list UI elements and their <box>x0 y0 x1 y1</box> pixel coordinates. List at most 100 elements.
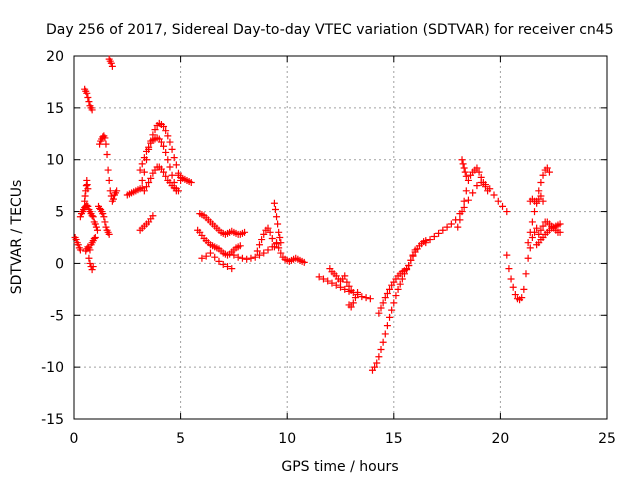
data-point <box>72 236 80 244</box>
data-point <box>345 282 353 290</box>
data-point <box>108 62 116 70</box>
data-point <box>462 172 470 180</box>
data-point <box>526 244 534 252</box>
data-point <box>343 278 351 286</box>
data-point <box>411 246 419 254</box>
y-tick-label: -5 <box>50 308 64 324</box>
data-point <box>99 210 107 218</box>
data-point <box>435 229 443 237</box>
data-point <box>136 166 144 174</box>
data-point <box>473 182 481 190</box>
data-point <box>113 187 121 195</box>
data-point <box>505 265 513 273</box>
data-point <box>341 285 349 293</box>
data-point <box>164 156 172 164</box>
plot-frame <box>73 55 608 420</box>
data-point <box>509 283 517 291</box>
data-point <box>91 220 99 228</box>
data-point <box>277 239 285 247</box>
data-point <box>258 236 266 244</box>
data-point <box>524 239 532 247</box>
data-point <box>162 172 170 180</box>
data-point <box>101 218 109 226</box>
data-point <box>81 192 89 200</box>
data-point <box>270 243 278 251</box>
data-point <box>83 89 91 97</box>
data-point <box>145 179 153 187</box>
data-point <box>243 255 251 263</box>
series-seg-c <box>81 176 92 205</box>
data-point <box>140 154 148 162</box>
data-point <box>375 309 383 317</box>
data-point <box>142 147 150 155</box>
x-tick-label: 10 <box>278 431 296 447</box>
data-point <box>104 166 112 174</box>
data-point <box>507 275 515 283</box>
data-point <box>396 280 404 288</box>
data-point <box>277 249 285 257</box>
data-point <box>266 228 274 236</box>
data-point <box>260 249 268 257</box>
y-tick-label: 15 <box>46 101 64 117</box>
data-point <box>409 251 417 259</box>
x-axis-label: GPS time / hours <box>281 459 398 475</box>
data-point <box>89 263 97 271</box>
x-tick-labels: 0 5 10 15 20 25 <box>70 431 616 447</box>
data-point <box>362 294 370 302</box>
series-seg-g <box>95 202 113 238</box>
data-point <box>537 179 545 187</box>
data-point <box>273 213 281 221</box>
data-point <box>537 226 545 234</box>
series-seg-m <box>140 163 182 195</box>
series-seg-a <box>71 234 84 254</box>
data-point <box>475 168 483 176</box>
series-seg-b <box>76 201 101 234</box>
data-point <box>533 224 541 232</box>
data-point <box>157 138 165 146</box>
data-point <box>103 151 111 159</box>
data-point <box>537 192 545 200</box>
data-point <box>477 173 485 181</box>
y-tick-label: -15 <box>41 412 64 428</box>
data-point <box>162 148 170 156</box>
data-point <box>347 303 355 311</box>
data-point <box>271 205 279 213</box>
data-point <box>392 292 400 300</box>
data-point <box>556 228 564 236</box>
data-point <box>539 222 547 230</box>
data-point <box>386 313 394 321</box>
data-point <box>86 246 94 254</box>
data-point <box>101 134 109 142</box>
data-point <box>390 299 398 307</box>
data-point <box>533 199 541 207</box>
series-seg-d <box>82 234 99 255</box>
data-point <box>528 234 536 241</box>
data-point <box>469 189 477 197</box>
data-point <box>503 251 511 259</box>
series-seg-r <box>198 249 236 273</box>
data-point <box>490 191 498 199</box>
data-point <box>439 226 447 234</box>
data-point <box>166 138 174 146</box>
data-point <box>241 228 249 236</box>
data-point <box>106 187 114 195</box>
data-point <box>107 59 115 67</box>
data-point <box>168 145 176 153</box>
data-point <box>379 299 387 307</box>
axis-ticks <box>73 55 608 420</box>
data-point <box>102 223 110 231</box>
data-point <box>315 273 323 281</box>
data-point <box>247 254 255 262</box>
data-point <box>383 290 391 298</box>
data-point <box>105 230 113 238</box>
data-point <box>138 176 146 184</box>
data-point <box>140 187 148 195</box>
data-point <box>270 199 278 207</box>
data-point <box>473 164 481 172</box>
data-point <box>74 241 82 249</box>
data-point <box>268 235 276 243</box>
data-point <box>151 126 159 134</box>
data-point <box>142 183 150 191</box>
data-point <box>349 299 357 307</box>
series-seg-z <box>368 237 430 374</box>
